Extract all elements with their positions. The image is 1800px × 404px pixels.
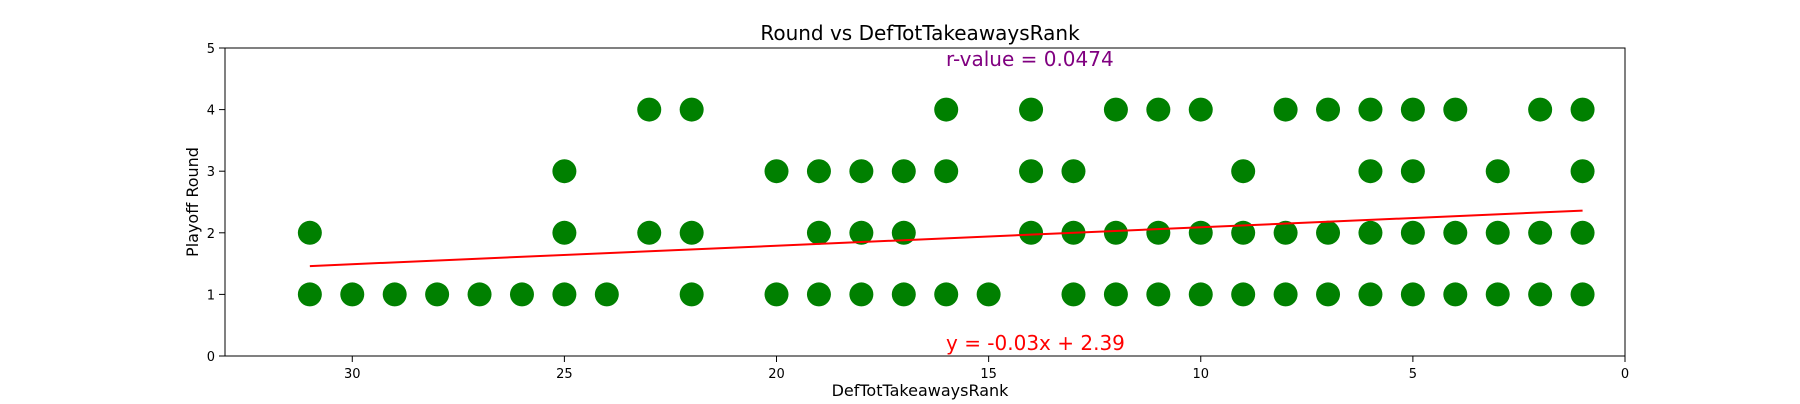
x-tick-label: 20: [768, 367, 785, 382]
data-point: [1400, 282, 1425, 307]
y-tick-label: 4: [207, 104, 215, 119]
data-point: [849, 159, 874, 184]
data-point: [934, 159, 959, 184]
data-point: [509, 282, 534, 307]
data-point: [1019, 220, 1044, 245]
data-point: [382, 282, 407, 307]
plot-frame: [224, 47, 1626, 357]
data-point: [637, 97, 662, 122]
x-tick-label: 0: [1621, 367, 1629, 382]
data-point: [934, 282, 959, 307]
data-point: [891, 220, 916, 245]
data-point: [637, 220, 662, 245]
data-point: [594, 282, 619, 307]
data-point: [679, 282, 704, 307]
x-tick-label: 10: [1192, 367, 1209, 382]
y-tick-label: 2: [207, 227, 215, 242]
data-point: [297, 282, 322, 307]
data-point: [806, 159, 831, 184]
data-point: [1485, 220, 1510, 245]
r-value-annotation: r-value = 0.0474: [946, 47, 1114, 71]
data-point: [849, 220, 874, 245]
trend-line: [309, 209, 1583, 268]
y-tick-label: 5: [207, 42, 215, 57]
data-point: [1570, 220, 1595, 245]
data-point: [1528, 282, 1553, 307]
data-point: [1188, 220, 1213, 245]
data-point: [891, 159, 916, 184]
data-point: [1400, 220, 1425, 245]
data-point: [1273, 97, 1298, 122]
data-point: [1231, 159, 1256, 184]
data-point: [552, 220, 577, 245]
x-tick-label: 5: [1409, 367, 1417, 382]
data-point: [552, 159, 577, 184]
data-point: [1103, 282, 1128, 307]
data-point: [1146, 97, 1171, 122]
data-point: [1443, 220, 1468, 245]
data-point: [1400, 159, 1425, 184]
data-point: [1570, 159, 1595, 184]
data-point: [849, 282, 874, 307]
data-point: [425, 282, 450, 307]
plot-area: 30 25 20 15 10 5 0 0 1 2 3 4 5: [207, 42, 1629, 382]
y-tick-label: 1: [207, 288, 215, 303]
y-tick-label: 0: [207, 350, 215, 365]
data-point: [1273, 282, 1298, 307]
data-point: [1061, 282, 1086, 307]
chart-title: Round vs DefTotTakeawaysRank: [760, 21, 1080, 45]
data-point: [1485, 282, 1510, 307]
data-point: [1231, 220, 1256, 245]
data-point: [1231, 282, 1256, 307]
data-point: [764, 159, 789, 184]
x-tick-label: 30: [344, 367, 361, 382]
data-point: [1570, 282, 1595, 307]
data-point: [1358, 220, 1383, 245]
data-point: [297, 220, 322, 245]
data-point: [679, 97, 704, 122]
data-point: [1103, 220, 1128, 245]
data-point: [1485, 159, 1510, 184]
data-point: [976, 282, 1001, 307]
data-point: [764, 282, 789, 307]
data-point: [806, 282, 831, 307]
data-point: [1103, 97, 1128, 122]
data-point: [1188, 97, 1213, 122]
data-point: [1443, 282, 1468, 307]
data-point: [1358, 282, 1383, 307]
y-tick-label: 3: [207, 165, 215, 180]
data-point: [934, 97, 959, 122]
data-point: [891, 282, 916, 307]
data-point: [1146, 282, 1171, 307]
data-point: [679, 220, 704, 245]
data-point: [1358, 97, 1383, 122]
data-point: [1528, 97, 1553, 122]
x-tick-label: 25: [556, 367, 573, 382]
data-point: [1358, 159, 1383, 184]
data-point: [1188, 282, 1213, 307]
data-point: [1146, 220, 1171, 245]
data-point: [467, 282, 492, 307]
data-point: [1316, 220, 1341, 245]
y-axis-label: Playoff Round: [183, 147, 202, 257]
data-point: [1443, 97, 1468, 122]
data-point: [1316, 282, 1341, 307]
data-point: [1400, 97, 1425, 122]
x-axis-label: DefTotTakeawaysRank: [832, 381, 1010, 400]
x-tick-label: 15: [980, 367, 997, 382]
data-point: [1019, 97, 1044, 122]
data-point: [1273, 220, 1298, 245]
data-point: [806, 220, 831, 245]
data-point: [1316, 97, 1341, 122]
data-point: [1528, 220, 1553, 245]
data-point: [1570, 97, 1595, 122]
data-point: [340, 282, 365, 307]
data-point: [552, 282, 577, 307]
equation-annotation: y = -0.03x + 2.39: [946, 331, 1125, 355]
data-point: [1019, 159, 1044, 184]
data-point: [1061, 159, 1086, 184]
